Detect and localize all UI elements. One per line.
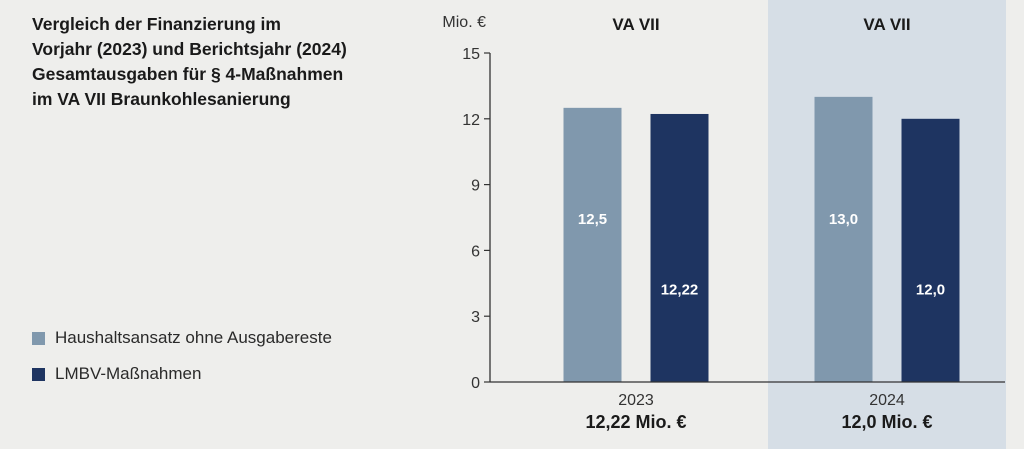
legend-swatch	[32, 367, 45, 381]
y-tick-label: 6	[471, 243, 480, 260]
chart-title: Vergleich der Finanzierung im Vorjahr (2…	[32, 12, 432, 112]
y-tick-label: 12	[462, 112, 480, 129]
legend-label: LMBV-Maßnahmen	[55, 364, 202, 383]
x-tick-label: 2024	[869, 392, 905, 409]
y-tick-label: 0	[471, 375, 480, 392]
bar-value-label: 12,22	[661, 281, 699, 298]
group-header: VA VII	[863, 15, 910, 34]
bar-value-label: 12,0	[916, 281, 945, 298]
title-line: Vergleich der Finanzierung im	[32, 14, 281, 34]
title-line: Gesamtausgaben für § 4-Maßnahmen	[32, 64, 344, 84]
y-tick-label: 3	[471, 309, 480, 326]
highlight-panel	[768, 0, 1006, 449]
legend-item-lmbv: LMBV-Maßnahmen	[32, 364, 332, 384]
bar	[901, 118, 960, 383]
x-tick-label: 2023	[618, 392, 654, 409]
bar-value-label: 12,5	[578, 211, 607, 228]
bar-value-label: 13,0	[829, 211, 858, 228]
bar	[814, 96, 873, 382]
legend: Haushaltsansatz ohne Ausgabereste LMBV-M…	[32, 328, 332, 400]
y-tick-label: 9	[471, 178, 480, 195]
title-line: Vorjahr (2023) und Berichtsjahr (2024)	[32, 39, 347, 59]
legend-label: Haushaltsansatz ohne Ausgabereste	[55, 328, 332, 347]
y-axis-label: Mio. €	[442, 14, 486, 31]
bar	[563, 107, 622, 382]
legend-item-haushaltsansatz: Haushaltsansatz ohne Ausgabereste	[32, 328, 332, 348]
category-total: 12,22 Mio. €	[585, 412, 686, 432]
title-line: im VA VII Braunkohlesanierung	[32, 89, 291, 109]
group-header: VA VII	[612, 15, 659, 34]
legend-swatch	[32, 331, 45, 345]
y-tick-label: 15	[462, 46, 480, 63]
bar	[650, 113, 709, 382]
category-total: 12,0 Mio. €	[841, 412, 932, 432]
